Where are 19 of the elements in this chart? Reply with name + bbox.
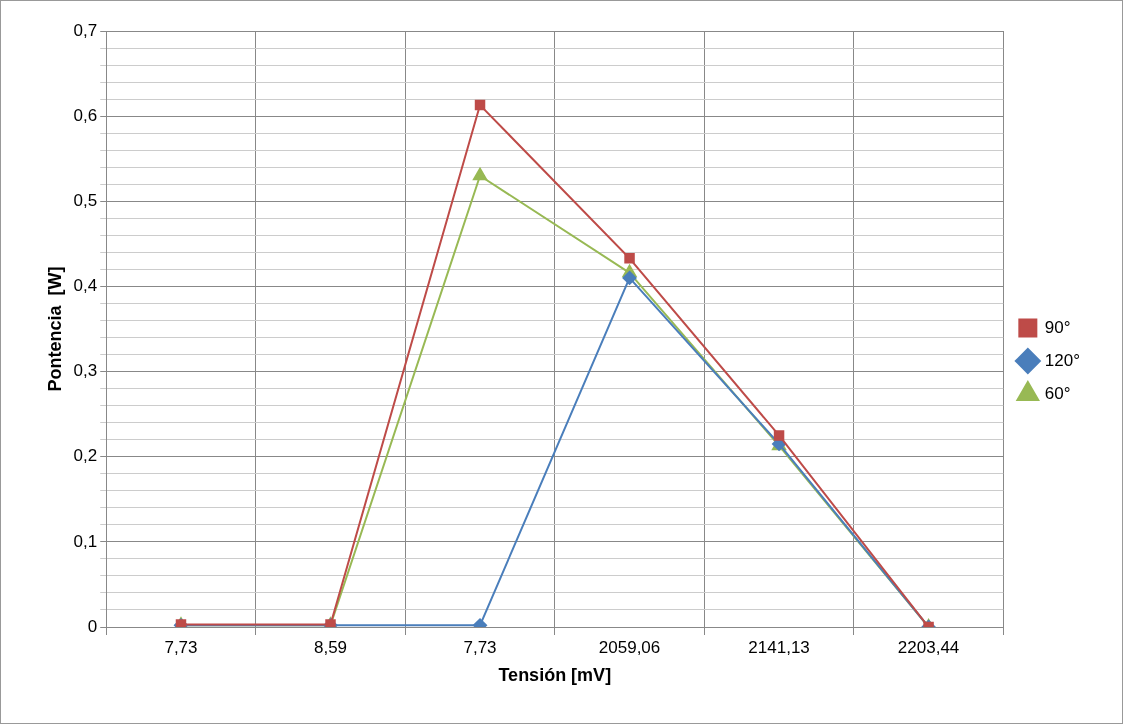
y-tick-label: 0,2 — [73, 446, 98, 466]
y-tick-label: 0,6 — [73, 105, 98, 125]
x-tick-label: 2141,13 — [748, 637, 810, 657]
y-axis-title: Pontencia [W] — [44, 266, 65, 392]
y-tick-label: 0,1 — [73, 531, 98, 551]
x-tick-label: 7,73 — [463, 637, 497, 657]
y-tick-label: 0,3 — [73, 361, 98, 381]
y-tick-label: 0,7 — [73, 20, 98, 40]
x-tick-label: 2203,44 — [897, 637, 960, 657]
y-tick-label: 0,5 — [73, 190, 98, 210]
x-tick-label: 7,73 — [164, 637, 198, 657]
y-tick-label: 0,4 — [73, 276, 98, 296]
y-tick-label: 0 — [87, 616, 98, 636]
legend-label: 60° — [1044, 383, 1071, 403]
x-axis-title: Tensión [mV] — [498, 665, 612, 686]
legend-label: 90° — [1044, 317, 1071, 337]
x-tick-label: 2059,06 — [598, 637, 661, 657]
x-tick-label: 8,59 — [313, 637, 348, 657]
legend-label: 120° — [1044, 350, 1081, 370]
